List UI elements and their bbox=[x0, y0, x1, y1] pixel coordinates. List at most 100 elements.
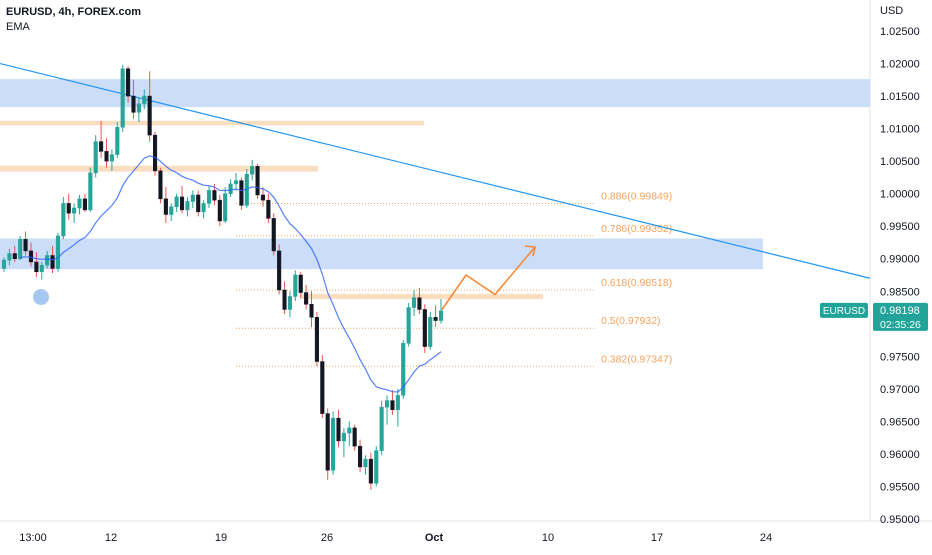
candle[interactable] bbox=[12, 245, 17, 262]
candle[interactable] bbox=[331, 411, 336, 475]
candle[interactable] bbox=[320, 355, 325, 419]
indicator-label[interactable]: EMA bbox=[6, 21, 30, 33]
candle[interactable] bbox=[363, 455, 368, 475]
candle[interactable] bbox=[217, 194, 222, 227]
candle[interactable] bbox=[282, 281, 287, 315]
candle[interactable] bbox=[411, 289, 417, 316]
candle[interactable] bbox=[93, 135, 98, 178]
candle[interactable] bbox=[163, 187, 168, 223]
candle[interactable] bbox=[277, 244, 282, 295]
candle[interactable] bbox=[72, 203, 77, 223]
candle[interactable] bbox=[7, 248, 12, 266]
candle[interactable] bbox=[438, 299, 444, 324]
candle[interactable] bbox=[374, 446, 379, 487]
candle[interactable] bbox=[223, 187, 228, 223]
candle[interactable] bbox=[190, 190, 195, 208]
candle[interactable] bbox=[433, 305, 438, 328]
candle[interactable] bbox=[104, 138, 109, 168]
candle[interactable] bbox=[77, 194, 82, 215]
candle[interactable] bbox=[174, 193, 179, 212]
candle[interactable] bbox=[55, 232, 61, 272]
candle[interactable] bbox=[314, 312, 319, 367]
candle[interactable] bbox=[18, 235, 23, 261]
bar-countdown: 02:35:26 bbox=[880, 319, 921, 331]
fib-level-label: 0.618(0.98518) bbox=[601, 277, 672, 289]
candle-body bbox=[374, 450, 379, 484]
projection-path[interactable] bbox=[441, 246, 536, 310]
candle[interactable] bbox=[325, 408, 330, 480]
candle[interactable] bbox=[352, 424, 357, 451]
last-price-tag[interactable] bbox=[873, 302, 928, 331]
candle[interactable] bbox=[185, 196, 190, 217]
candle[interactable] bbox=[401, 340, 406, 399]
symbol-price-tag[interactable] bbox=[820, 302, 868, 318]
event-marker[interactable] bbox=[33, 289, 49, 305]
ema-line[interactable] bbox=[20, 155, 442, 393]
candle[interactable] bbox=[384, 395, 390, 425]
candle-body bbox=[12, 253, 17, 259]
zone-demand[interactable] bbox=[0, 238, 763, 270]
candle[interactable] bbox=[271, 213, 276, 256]
candle[interactable] bbox=[341, 427, 346, 458]
candle[interactable] bbox=[228, 179, 233, 197]
zone-resistance[interactable] bbox=[300, 293, 543, 300]
candle[interactable] bbox=[422, 304, 427, 354]
candle[interactable] bbox=[287, 291, 292, 318]
symbol-tag-label: EURUSD bbox=[823, 306, 865, 317]
candle[interactable] bbox=[293, 270, 298, 302]
candle[interactable] bbox=[158, 167, 163, 204]
candle[interactable] bbox=[336, 409, 341, 448]
candle[interactable] bbox=[23, 231, 28, 256]
candle[interactable] bbox=[206, 185, 212, 208]
candle[interactable] bbox=[61, 196, 66, 240]
candle[interactable] bbox=[368, 452, 373, 490]
candle[interactable] bbox=[260, 187, 266, 207]
candle[interactable] bbox=[309, 291, 314, 328]
candle[interactable] bbox=[45, 250, 50, 269]
candle[interactable] bbox=[109, 149, 114, 171]
candle[interactable] bbox=[266, 193, 271, 223]
candle[interactable] bbox=[169, 203, 174, 221]
candle[interactable] bbox=[255, 163, 260, 199]
candle[interactable] bbox=[406, 302, 411, 347]
candle[interactable] bbox=[390, 390, 395, 415]
zone-resistance[interactable] bbox=[0, 165, 318, 172]
candle[interactable] bbox=[239, 177, 244, 210]
candle[interactable] bbox=[115, 122, 120, 158]
candle[interactable] bbox=[153, 131, 158, 176]
candle[interactable] bbox=[417, 288, 422, 315]
candle[interactable] bbox=[379, 400, 384, 456]
zone-resistance[interactable] bbox=[0, 120, 424, 126]
candle-body bbox=[45, 255, 50, 266]
candle[interactable] bbox=[250, 159, 255, 181]
candle[interactable] bbox=[233, 172, 239, 191]
candle[interactable] bbox=[179, 185, 185, 214]
candle[interactable] bbox=[82, 193, 87, 212]
candle[interactable] bbox=[358, 439, 363, 473]
zone-supply[interactable] bbox=[0, 79, 870, 108]
candle[interactable] bbox=[39, 261, 44, 280]
symbol-title[interactable]: EURUSD, 4h, FOREX.com bbox=[6, 6, 142, 18]
candle[interactable] bbox=[304, 284, 309, 310]
candle[interactable] bbox=[395, 388, 400, 427]
candle[interactable] bbox=[1, 257, 7, 272]
candle[interactable] bbox=[88, 167, 93, 212]
candle[interactable] bbox=[147, 71, 152, 142]
candle[interactable] bbox=[28, 242, 34, 267]
candle[interactable] bbox=[34, 252, 39, 277]
candle[interactable] bbox=[298, 271, 303, 298]
candle[interactable] bbox=[66, 193, 71, 220]
candle[interactable] bbox=[131, 79, 136, 119]
candle-body bbox=[341, 432, 346, 442]
candle[interactable] bbox=[120, 64, 125, 132]
candle[interactable] bbox=[428, 312, 433, 350]
candle[interactable] bbox=[201, 200, 206, 219]
candle[interactable] bbox=[126, 66, 131, 103]
candle[interactable] bbox=[136, 97, 141, 123]
candle[interactable] bbox=[347, 421, 352, 447]
candle[interactable] bbox=[99, 120, 104, 158]
candle[interactable] bbox=[142, 89, 147, 110]
candle[interactable] bbox=[196, 190, 201, 217]
